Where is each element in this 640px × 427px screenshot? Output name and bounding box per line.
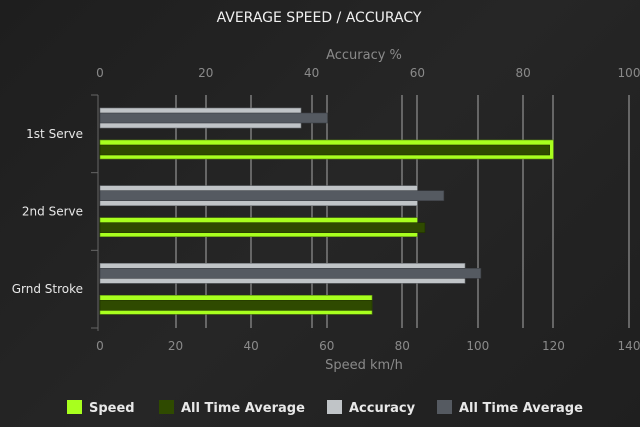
chart-title: AVERAGE SPEED / ACCURACY	[217, 10, 422, 26]
bottom-tick-label: 0	[96, 339, 104, 353]
category-label: 2nd Serve	[22, 205, 83, 219]
accuracy-average-bar	[99, 268, 482, 279]
top-tick-label: 20	[198, 66, 213, 80]
category-label: Grnd Stroke	[12, 282, 83, 296]
bottom-tick-label: 20	[168, 339, 183, 353]
bars	[99, 107, 554, 315]
category-labels: 1st Serve 2nd Serve Grnd Stroke	[12, 127, 83, 296]
bottom-tick-label: 60	[319, 339, 334, 353]
category-label: 1st Serve	[26, 127, 83, 141]
top-axis-title: Accuracy %	[326, 48, 402, 63]
legend-swatch	[67, 400, 82, 414]
accuracy-average-bar	[99, 190, 445, 201]
legend-label: All Time Average	[459, 401, 583, 416]
top-tick-label: 0	[96, 66, 104, 80]
ticks: 0 20 40 60 80 100 0 20 40 60 80 100 120 140	[96, 66, 640, 353]
bottom-tick-label: 100	[466, 339, 489, 353]
top-tick-label: 60	[410, 66, 425, 80]
bottom-tick-label: 40	[244, 339, 259, 353]
legend-swatch	[327, 400, 342, 414]
legend-label: All Time Average	[181, 401, 305, 416]
top-tick-label: 40	[304, 66, 319, 80]
accuracy-average-bar	[99, 112, 328, 124]
bottom-axis-title: Speed km/h	[325, 358, 403, 373]
speed-average-bar	[99, 144, 550, 156]
top-tick-label: 80	[516, 66, 531, 80]
legend-swatch	[437, 400, 452, 414]
legend-label: Accuracy	[349, 401, 416, 416]
bottom-tick-label: 140	[618, 339, 640, 353]
legend-swatch	[159, 400, 174, 414]
grid	[91, 94, 630, 331]
speed-average-bar	[99, 300, 373, 311]
bottom-tick-label: 120	[542, 339, 565, 353]
legend-label: Speed	[89, 401, 135, 416]
top-tick-label: 100	[618, 66, 640, 80]
bottom-tick-label: 80	[395, 339, 410, 353]
speed-average-bar	[99, 222, 426, 233]
legend: Speed All Time Average Accuracy All Time Av…	[67, 400, 583, 416]
